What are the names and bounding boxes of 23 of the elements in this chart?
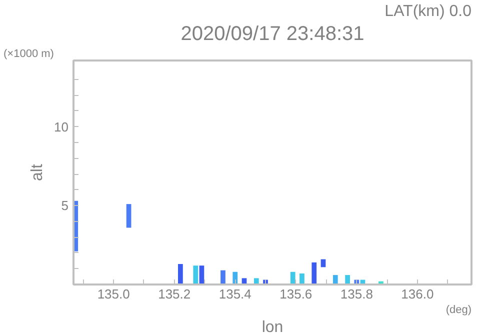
bar [332, 275, 338, 284]
chart-title: 2020/09/17 23:48:31 [180, 23, 364, 45]
bar [345, 275, 350, 284]
text: (deg) [446, 304, 472, 316]
x-tick-label: 135.8 [340, 286, 373, 302]
x-axis-title: lon [262, 319, 284, 336]
bar [178, 264, 183, 284]
bar [312, 262, 317, 284]
bar [300, 273, 304, 284]
bar [126, 204, 132, 228]
x-tick-label: 136.0 [401, 286, 434, 302]
x-tick-label: 135.6 [280, 286, 312, 302]
x-tick-label: 135.4 [218, 286, 252, 302]
x-tick-label: 135.2 [158, 286, 191, 302]
text: (×1000 m) [4, 48, 54, 60]
chart-subtitle: LAT(km) 0.0 [384, 3, 472, 20]
bar [193, 266, 198, 284]
x-tick-label: 135.0 [97, 286, 130, 302]
bar [290, 272, 296, 284]
y-axis-title: alt [29, 163, 46, 181]
y-tick-label: 10 [54, 119, 69, 134]
y-tick-label: 5 [61, 198, 69, 214]
bar [220, 270, 226, 284]
